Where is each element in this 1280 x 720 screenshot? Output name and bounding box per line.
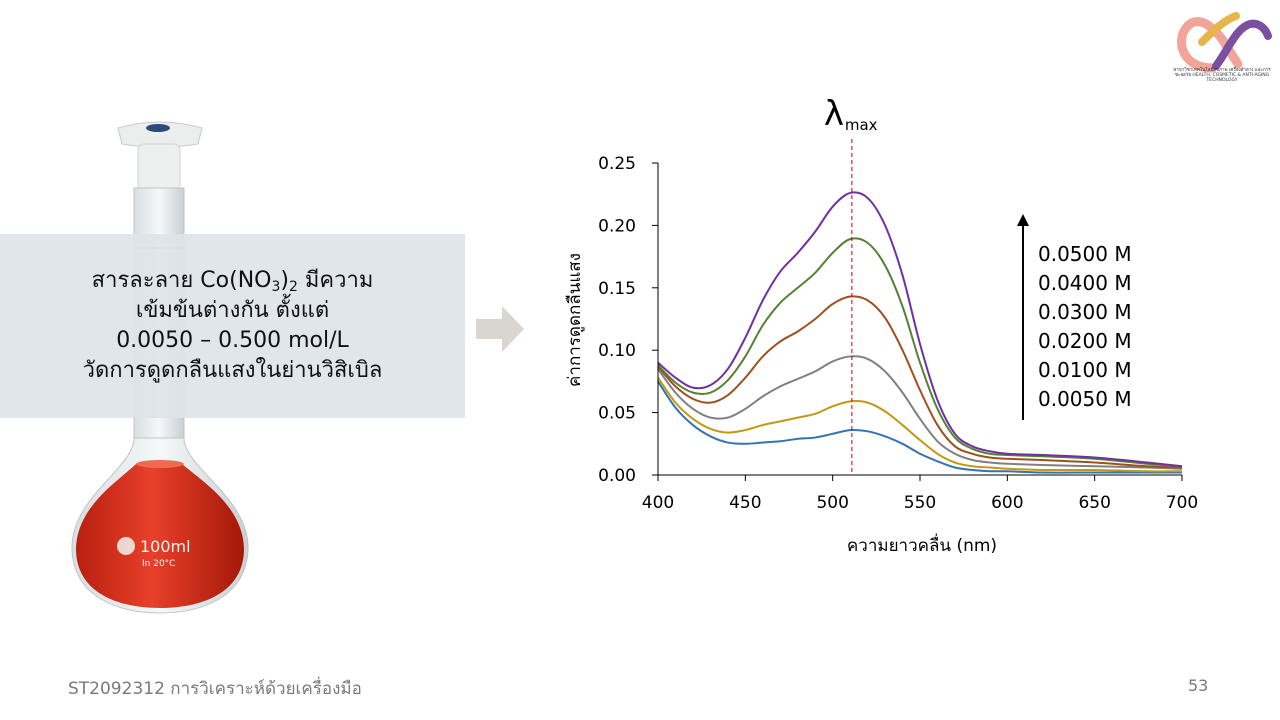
- flask-brand-icon: [117, 537, 135, 555]
- lambda-max-subscript: max: [845, 116, 878, 134]
- legend-item: 0.0200 M: [1038, 329, 1132, 353]
- absorbance-spectrum-chart: 0.00 0.05 0.10 0.15 0.20 0.25 400 450 500 550 600 6…: [565, 94, 1198, 556]
- stopper-top: [146, 124, 170, 132]
- y-tick-label: 0.20: [598, 216, 636, 236]
- y-tick-label: 0.10: [598, 341, 636, 361]
- lambda-max-label: λ: [824, 94, 844, 134]
- legend-item: 0.0100 M: [1038, 358, 1132, 382]
- legend-item: 0.0400 M: [1038, 271, 1132, 295]
- y-tick-label: 0.25: [598, 154, 636, 174]
- y-tick-label: 0.00: [598, 466, 636, 486]
- footer-course-title: ST2092312 การวิเคราะห์ด้วยเครื่องมือ: [68, 679, 362, 699]
- right-arrow-icon: [476, 306, 524, 352]
- flask-liquid: [76, 463, 244, 608]
- y-tick-label: 0.05: [598, 404, 636, 424]
- x-tick-label: 500: [816, 493, 848, 513]
- info-line-4: วัดการดูดกลืนแสงในย่านวิสิเบิล: [82, 358, 383, 383]
- university-logo: [1177, 12, 1272, 73]
- legend-item: 0.0300 M: [1038, 300, 1132, 324]
- x-tick-label: 650: [1078, 493, 1110, 513]
- logo-caption: สาขาวิชาเทคโนโลยีสุขภาพ เครื่องสำอาง และ…: [1173, 68, 1271, 83]
- series-line-0.0400-M: [657, 237, 1183, 468]
- x-tick-label: 450: [729, 493, 761, 513]
- info-line-2: เข้มข้นต่างกัน ตั้งแต่: [135, 298, 330, 323]
- stopper-plug: [137, 143, 181, 191]
- logo-pink-swoosh: [1177, 17, 1243, 73]
- solution-info-box: สารละลาย Co(NO3)2 มีความ เข้มข้นต่างกัน …: [0, 234, 465, 418]
- concentration-legend: 0.0500 M 0.0400 M 0.0300 M 0.0200 M 0.01…: [1038, 240, 1132, 414]
- series-line-0.0200-M: [657, 355, 1183, 470]
- logo-purple-swoosh: [1212, 19, 1272, 70]
- x-tick-label: 700: [1166, 493, 1198, 513]
- series-line-0.0300-M: [657, 295, 1183, 469]
- series-line-0.0100-M: [657, 377, 1183, 473]
- page-number: 53: [1188, 676, 1209, 695]
- flask-volume-label: 100ml: [140, 537, 191, 556]
- x-tick-label: 550: [904, 493, 936, 513]
- liquid-surface: [136, 460, 184, 468]
- series-line-0.0500-M: [657, 191, 1183, 468]
- increasing-concentration-arrow: [1017, 214, 1029, 420]
- legend-item: 0.0050 M: [1038, 387, 1132, 411]
- y-axis-label: ค่าการดูดกลืนแสง: [565, 253, 585, 387]
- logo-gold-swoosh: [1198, 12, 1240, 46]
- x-axis-label: ความยาวคลื่น (nm): [847, 533, 997, 556]
- x-tick-label: 400: [642, 493, 674, 513]
- flask-temp-label: In 20°C: [142, 559, 175, 569]
- info-line-1: สารละลาย Co(NO3)2 มีความ: [91, 268, 374, 295]
- x-tick-label: 600: [991, 493, 1023, 513]
- legend-item: 0.0500 M: [1038, 242, 1132, 266]
- y-tick-label: 0.15: [598, 279, 636, 299]
- info-line-3: 0.0050 – 0.500 mol/L: [116, 328, 349, 353]
- series-line-0.0050-M: [657, 380, 1182, 474]
